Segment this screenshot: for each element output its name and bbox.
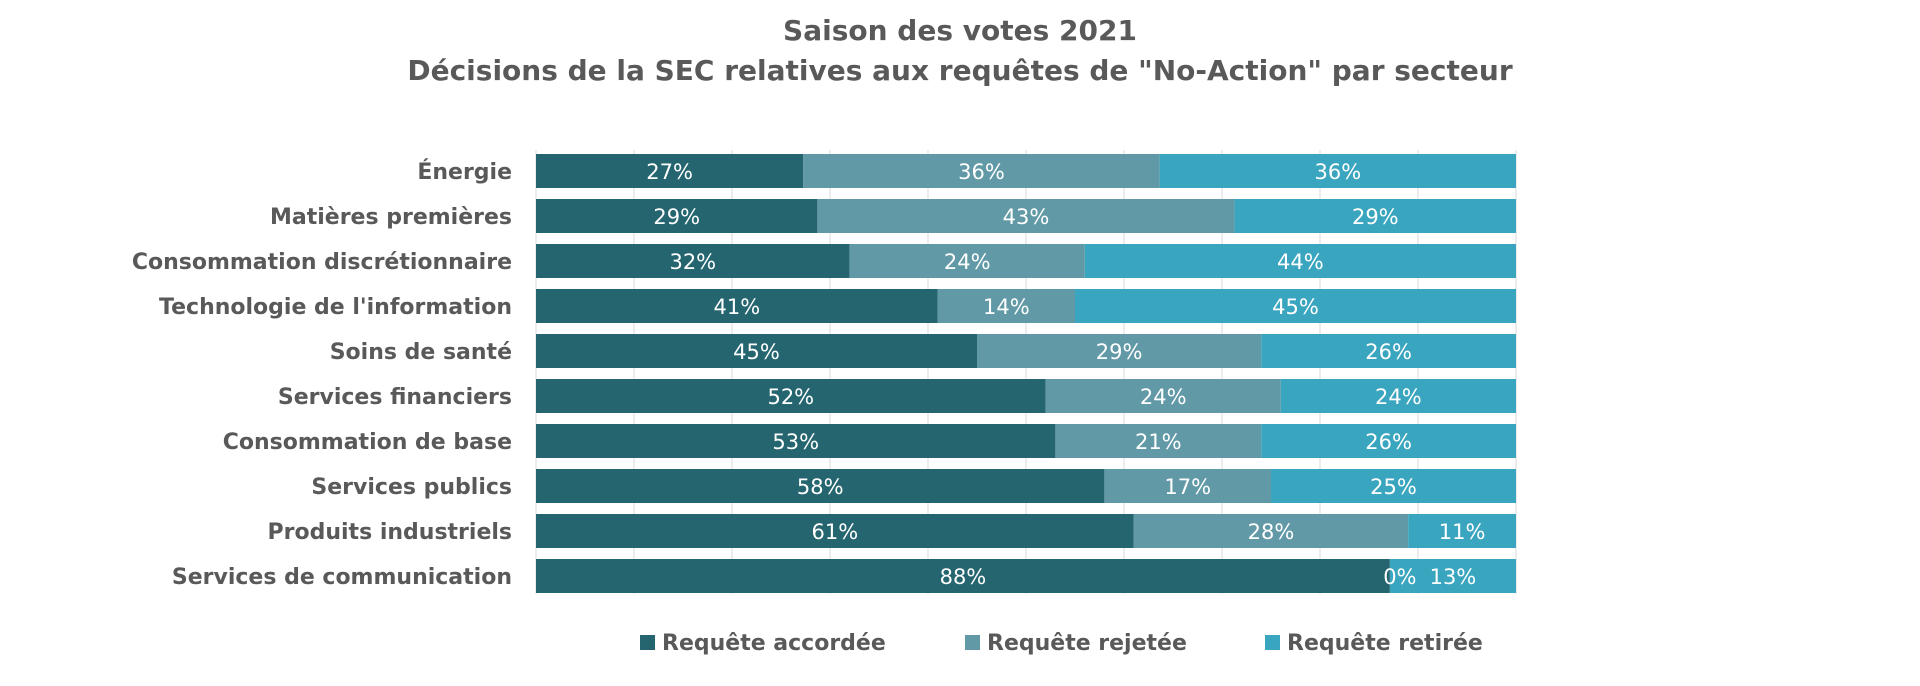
data-label: 24% xyxy=(1375,385,1422,409)
data-label: 24% xyxy=(1140,385,1187,409)
value-labels: 27% 36% 36% 29% 43% 29% 32% 24% 44% 41% 14% 45% 45% 2… xyxy=(646,160,1485,589)
data-label: 45% xyxy=(733,340,780,364)
data-label: 43% xyxy=(1003,205,1050,229)
bar-segment xyxy=(1133,514,1409,548)
category-label: Services financiers xyxy=(278,385,512,410)
bar-segment xyxy=(1389,559,1516,593)
category-label: Consommation discrétionnaire xyxy=(132,250,512,275)
bar-segment xyxy=(536,469,1105,503)
bar-segment xyxy=(1261,334,1516,368)
bar-segment xyxy=(1271,469,1516,503)
data-label: 41% xyxy=(714,295,761,319)
data-label: 25% xyxy=(1370,475,1417,499)
category-label: Consommation de base xyxy=(223,430,512,455)
bar-segment xyxy=(1280,379,1516,413)
bar-segment xyxy=(536,379,1046,413)
data-label: 14% xyxy=(983,295,1030,319)
bar-segment xyxy=(536,559,1390,593)
bar-segment xyxy=(803,154,1160,188)
data-label: 29% xyxy=(1096,340,1143,364)
bar-segment xyxy=(1075,289,1516,323)
data-label: 13% xyxy=(1430,565,1477,589)
legend-label: Requête accordée xyxy=(662,631,886,656)
legend-label: Requête rejetée xyxy=(987,631,1187,656)
bar-segment xyxy=(536,289,938,323)
data-label: 29% xyxy=(1352,205,1399,229)
legend-swatch xyxy=(1265,635,1280,650)
chart-subtitle: Décisions de la SEC relatives aux requêt… xyxy=(407,54,1512,87)
bar-segment xyxy=(1045,379,1281,413)
data-label: 36% xyxy=(958,160,1005,184)
data-label: 29% xyxy=(653,205,700,229)
data-label: 11% xyxy=(1439,520,1486,544)
bar-segment xyxy=(536,244,850,278)
data-label: 52% xyxy=(767,385,814,409)
category-label: Services publics xyxy=(311,475,512,500)
bar-segment xyxy=(1055,424,1262,458)
legend: Requête accordée Requête rejetée Requête r… xyxy=(640,631,1483,656)
legend-label: Requête retirée xyxy=(1287,631,1483,656)
legend-swatch xyxy=(965,635,980,650)
data-label: 0% xyxy=(1383,565,1416,589)
bar-segment xyxy=(1104,469,1271,503)
bar-segment xyxy=(1234,199,1516,233)
legend-swatch xyxy=(640,635,655,650)
bar-segment xyxy=(536,154,804,188)
category-label: Services de communication xyxy=(172,565,512,590)
data-label: 61% xyxy=(812,520,859,544)
bar-segment xyxy=(536,199,818,233)
data-label: 17% xyxy=(1164,475,1211,499)
data-label: 44% xyxy=(1277,250,1324,274)
bar-segment xyxy=(849,244,1085,278)
category-label: Technologie de l'information xyxy=(159,295,512,320)
bar-segment xyxy=(536,424,1056,458)
category-label: Produits industriels xyxy=(268,520,512,545)
category-label: Énergie xyxy=(417,159,512,185)
data-label: 58% xyxy=(797,475,844,499)
bar-segment xyxy=(1084,244,1516,278)
chart-title: Saison des votes 2021 xyxy=(783,14,1137,47)
bar-segment xyxy=(1159,154,1516,188)
category-labels: Énergie Matières premières Consommation di… xyxy=(132,159,512,590)
bar-segment xyxy=(536,334,977,368)
bar-segment xyxy=(536,514,1134,548)
data-label: 24% xyxy=(944,250,991,274)
category-label: Matières premières xyxy=(270,205,512,230)
data-label: 53% xyxy=(772,430,819,454)
bar-segment xyxy=(1261,424,1516,458)
bar-segment xyxy=(1408,514,1516,548)
bar-segment xyxy=(937,289,1075,323)
bar-segment xyxy=(977,334,1262,368)
data-label: 26% xyxy=(1365,340,1412,364)
data-label: 21% xyxy=(1135,430,1182,454)
data-label: 32% xyxy=(669,250,716,274)
data-label: 36% xyxy=(1314,160,1361,184)
bars xyxy=(536,154,1516,593)
data-label: 88% xyxy=(940,565,987,589)
bar-segment xyxy=(817,199,1235,233)
data-label: 27% xyxy=(646,160,693,184)
data-label: 45% xyxy=(1272,295,1319,319)
data-label: 28% xyxy=(1248,520,1295,544)
data-label: 26% xyxy=(1365,430,1412,454)
category-label: Soins de santé xyxy=(330,340,512,365)
